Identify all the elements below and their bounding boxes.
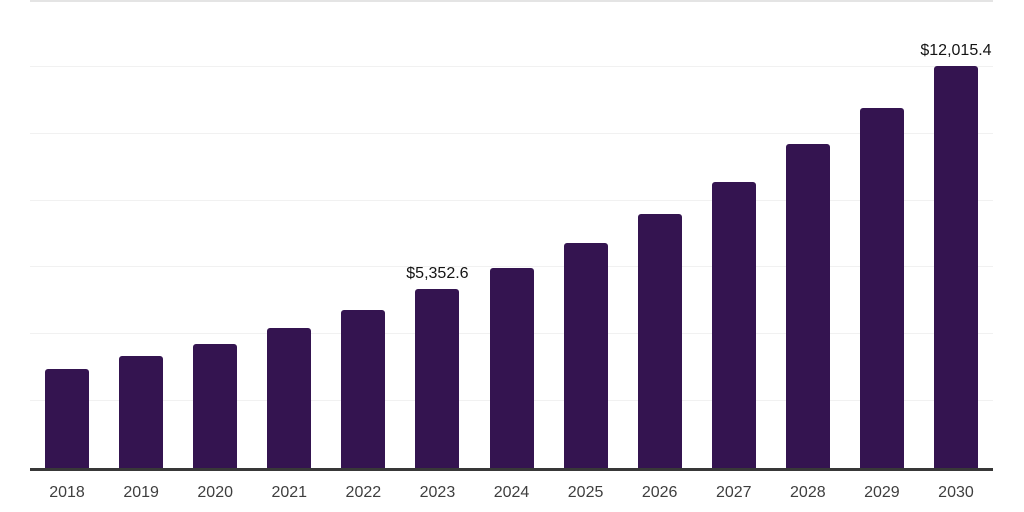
bar-slot-2030: $12,015.4 [919, 0, 993, 468]
x-tick-2018: 2018 [49, 484, 85, 501]
x-tick-2020: 2020 [197, 484, 233, 501]
bar-slot-2026 [623, 0, 697, 468]
gridline-10000 [30, 132, 993, 134]
value-label-2030: $12,015.4 [920, 42, 992, 60]
bar-slot-2019 [104, 0, 178, 468]
bar-2023 [415, 289, 460, 468]
bar-slot-2027 [697, 0, 771, 468]
x-tick-2024: 2024 [493, 484, 530, 501]
x-tick-2030: 2030 [938, 484, 974, 501]
bar-2022 [341, 309, 386, 468]
plot-top-border [30, 0, 993, 2]
x-tick-2028: 2028 [790, 484, 826, 501]
x-tick-2019: 2019 [123, 484, 159, 501]
bar-2020 [193, 343, 238, 468]
gridline-8000 [30, 199, 993, 201]
bar-2027 [711, 182, 756, 468]
x-axis-line [30, 468, 993, 471]
bar-slot-2028 [771, 0, 845, 468]
gridline-12000 [30, 65, 993, 67]
x-tick-2027: 2027 [715, 484, 752, 501]
x-tick-2026: 2026 [641, 484, 678, 501]
bar-2018 [45, 368, 90, 468]
x-tick-2021: 2021 [271, 484, 308, 501]
x-tick-2029: 2029 [864, 484, 900, 501]
bar-slot-2025 [549, 0, 623, 468]
bar-2028 [785, 143, 830, 468]
bar-slot-2023: $5,352.6 [400, 0, 474, 468]
bar-slot-2022 [326, 0, 400, 468]
bar-2029 [859, 107, 904, 468]
x-tick-2022: 2022 [345, 484, 382, 501]
bar-slot-2018 [30, 0, 104, 468]
bar-2026 [637, 213, 682, 468]
x-axis: 2018 2019 2020 2021 2022 2023 2024 2025 2026 2027… [30, 483, 993, 502]
value-label-2023: $5,352.6 [406, 265, 469, 283]
bar-slot-2029 [845, 0, 919, 468]
bar-slot-2021 [252, 0, 326, 468]
gridline-6000 [30, 266, 993, 268]
bar-2021 [267, 327, 312, 468]
bar-2030 [933, 66, 978, 468]
bar-2019 [119, 356, 164, 468]
bar-slot-2020 [178, 0, 252, 468]
bar-2025 [563, 242, 608, 468]
x-tick-2025: 2025 [567, 484, 604, 501]
plot-area: $5,352.6 $12,015.4 [30, 0, 993, 468]
bar-slot-2024 [474, 0, 548, 468]
bars-row: $5,352.6 $12,015.4 [30, 0, 993, 468]
bar-2024 [489, 268, 534, 468]
x-tick-2023: 2023 [419, 484, 456, 501]
